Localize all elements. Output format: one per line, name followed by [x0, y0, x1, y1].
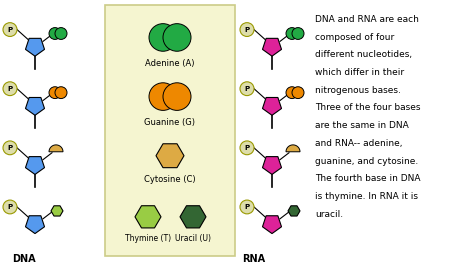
- Circle shape: [240, 82, 254, 95]
- Circle shape: [240, 141, 254, 155]
- Circle shape: [3, 23, 17, 36]
- Circle shape: [292, 87, 304, 99]
- Text: nitrogenous bases.: nitrogenous bases.: [315, 86, 401, 95]
- Text: Three of the four bases: Three of the four bases: [315, 103, 420, 113]
- Polygon shape: [135, 206, 161, 228]
- Circle shape: [3, 141, 17, 155]
- Polygon shape: [286, 145, 300, 152]
- Text: are the same in DNA: are the same in DNA: [315, 121, 409, 130]
- Text: Guanine (G): Guanine (G): [145, 118, 195, 127]
- Text: guanine, and cytosine.: guanine, and cytosine.: [315, 157, 418, 166]
- Text: Thymine (T): Thymine (T): [125, 234, 171, 243]
- FancyBboxPatch shape: [105, 5, 235, 256]
- Polygon shape: [26, 216, 45, 234]
- Text: P: P: [8, 204, 13, 210]
- Text: Adenine (A): Adenine (A): [145, 59, 195, 68]
- Polygon shape: [180, 206, 206, 228]
- Polygon shape: [26, 38, 45, 56]
- Polygon shape: [288, 206, 300, 216]
- Text: P: P: [8, 86, 13, 92]
- Text: different nucleotides,: different nucleotides,: [315, 50, 412, 59]
- Circle shape: [55, 28, 67, 39]
- Text: Cytosine (C): Cytosine (C): [144, 176, 196, 184]
- Text: P: P: [245, 145, 250, 151]
- Text: DNA: DNA: [12, 254, 36, 264]
- Circle shape: [240, 23, 254, 36]
- Text: RNA: RNA: [242, 254, 265, 264]
- Circle shape: [55, 87, 67, 99]
- Polygon shape: [263, 216, 282, 234]
- Circle shape: [286, 87, 298, 99]
- Text: Uracil (U): Uracil (U): [175, 234, 211, 243]
- Polygon shape: [156, 144, 184, 168]
- Polygon shape: [263, 38, 282, 56]
- Polygon shape: [26, 97, 45, 115]
- Circle shape: [292, 28, 304, 39]
- Text: composed of four: composed of four: [315, 32, 394, 41]
- Text: P: P: [245, 86, 250, 92]
- Circle shape: [163, 83, 191, 110]
- Circle shape: [3, 82, 17, 95]
- Polygon shape: [26, 157, 45, 174]
- Circle shape: [240, 200, 254, 214]
- Circle shape: [49, 87, 61, 99]
- Circle shape: [3, 200, 17, 214]
- Text: uracil.: uracil.: [315, 210, 343, 219]
- Text: P: P: [8, 145, 13, 151]
- Text: P: P: [245, 27, 250, 32]
- Text: DNA and RNA are each: DNA and RNA are each: [315, 15, 419, 24]
- Circle shape: [286, 28, 298, 39]
- Polygon shape: [263, 97, 282, 115]
- Text: P: P: [245, 204, 250, 210]
- Circle shape: [149, 83, 177, 110]
- Text: is thymine. In RNA it is: is thymine. In RNA it is: [315, 192, 418, 201]
- Text: P: P: [8, 27, 13, 32]
- Polygon shape: [49, 145, 63, 152]
- Polygon shape: [51, 206, 63, 216]
- Text: which differ in their: which differ in their: [315, 68, 404, 77]
- Circle shape: [49, 28, 61, 39]
- Polygon shape: [263, 157, 282, 174]
- Text: The fourth base in DNA: The fourth base in DNA: [315, 174, 420, 184]
- Circle shape: [163, 24, 191, 51]
- Circle shape: [149, 24, 177, 51]
- Text: and RNA-- adenine,: and RNA-- adenine,: [315, 139, 402, 148]
